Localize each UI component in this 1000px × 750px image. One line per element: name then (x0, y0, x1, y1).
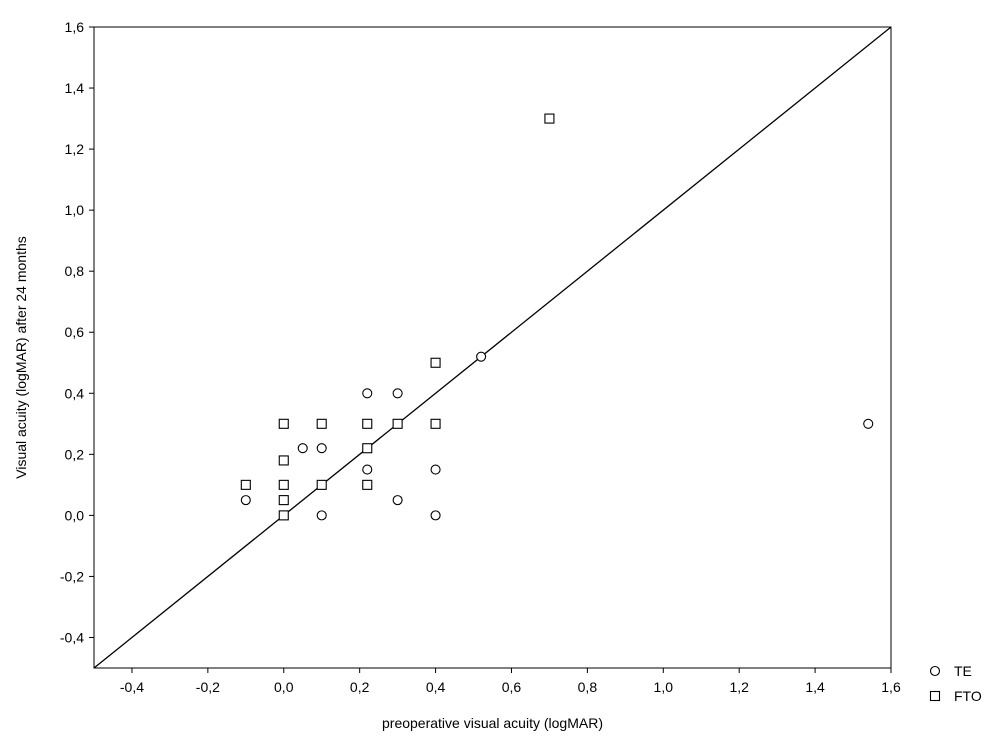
x-tick-label: -0,2 (196, 679, 220, 695)
y-tick-label: 0,4 (65, 385, 85, 401)
legend-marker-circle-icon (929, 665, 941, 677)
x-tick-label: 0,2 (350, 679, 370, 695)
fto-data-point (392, 418, 403, 429)
fto-data-point (362, 479, 373, 490)
legend-label: TE (954, 663, 972, 679)
y-tick-label: 0,6 (65, 324, 85, 340)
te-data-point (392, 495, 403, 506)
x-tick-label: 1,2 (729, 679, 749, 695)
fto-data-point (278, 418, 289, 429)
fto-data-point (544, 113, 555, 124)
y-tick-label: 1,0 (65, 202, 85, 218)
legend-marker-square-icon (929, 690, 941, 702)
te-data-point (240, 495, 251, 506)
y-tick-label: 0,8 (65, 263, 85, 279)
te-data-point (362, 388, 373, 399)
x-tick-label: 0,8 (578, 679, 598, 695)
te-data-point (392, 388, 403, 399)
te-data-point (863, 418, 874, 429)
te-data-point (316, 510, 327, 521)
ticks-layer: -0,4 -0,2 0,0 0,2 0,4 0,6 0,8 1,0 1,2 1,4 1,6 -0,4 -… (60, 19, 901, 695)
x-tick-label: 1,6 (881, 679, 901, 695)
fto-data-point (430, 418, 441, 429)
te-data-point (476, 351, 487, 362)
x-tick-label: 0,6 (502, 679, 522, 695)
legend-item-te: TE (929, 663, 972, 679)
fto-data-point (240, 479, 251, 490)
fto-data-point (316, 479, 327, 490)
y-tick-label: 1,4 (65, 80, 85, 96)
plot-frame (93, 26, 892, 669)
x-tick-label: -0,4 (120, 679, 144, 695)
legend-item-fto: FTO (929, 688, 982, 704)
y-axis-label: Visual acuity (logMAR) after 24 months (13, 236, 29, 479)
fto-data-point (362, 443, 373, 454)
y-tick-label: 1,2 (65, 141, 85, 157)
x-axis-label: preoperative visual acuity (logMAR) (382, 715, 603, 731)
x-tick-label: 0,0 (274, 679, 294, 695)
fto-data-point (316, 418, 327, 429)
fto-data-point (278, 455, 289, 466)
x-tick-label: 0,4 (426, 679, 446, 695)
y-tick-label: 0,2 (65, 446, 85, 462)
y-tick-label: 0,0 (65, 507, 85, 523)
te-data-point (297, 443, 308, 454)
identity-reference-line (93, 26, 892, 669)
x-tick-label: 1,4 (805, 679, 825, 695)
legend-label: FTO (954, 688, 982, 704)
fto-data-point (278, 479, 289, 490)
fto-data-point (430, 357, 441, 368)
y-tick-label: 1,6 (65, 19, 85, 35)
reference-line-layer (93, 26, 892, 669)
te-data-point (316, 443, 327, 454)
fto-data-point (278, 495, 289, 506)
y-tick-label: -0,4 (60, 629, 84, 645)
te-data-point (430, 510, 441, 521)
legend: TE FTO (929, 663, 982, 704)
fto-data-point (362, 418, 373, 429)
points-layer (240, 113, 874, 521)
x-tick-label: 1,0 (654, 679, 674, 695)
fto-data-point (278, 510, 289, 521)
y-tick-label: -0,2 (60, 568, 84, 584)
te-data-point (430, 464, 441, 475)
te-data-point (362, 464, 373, 475)
